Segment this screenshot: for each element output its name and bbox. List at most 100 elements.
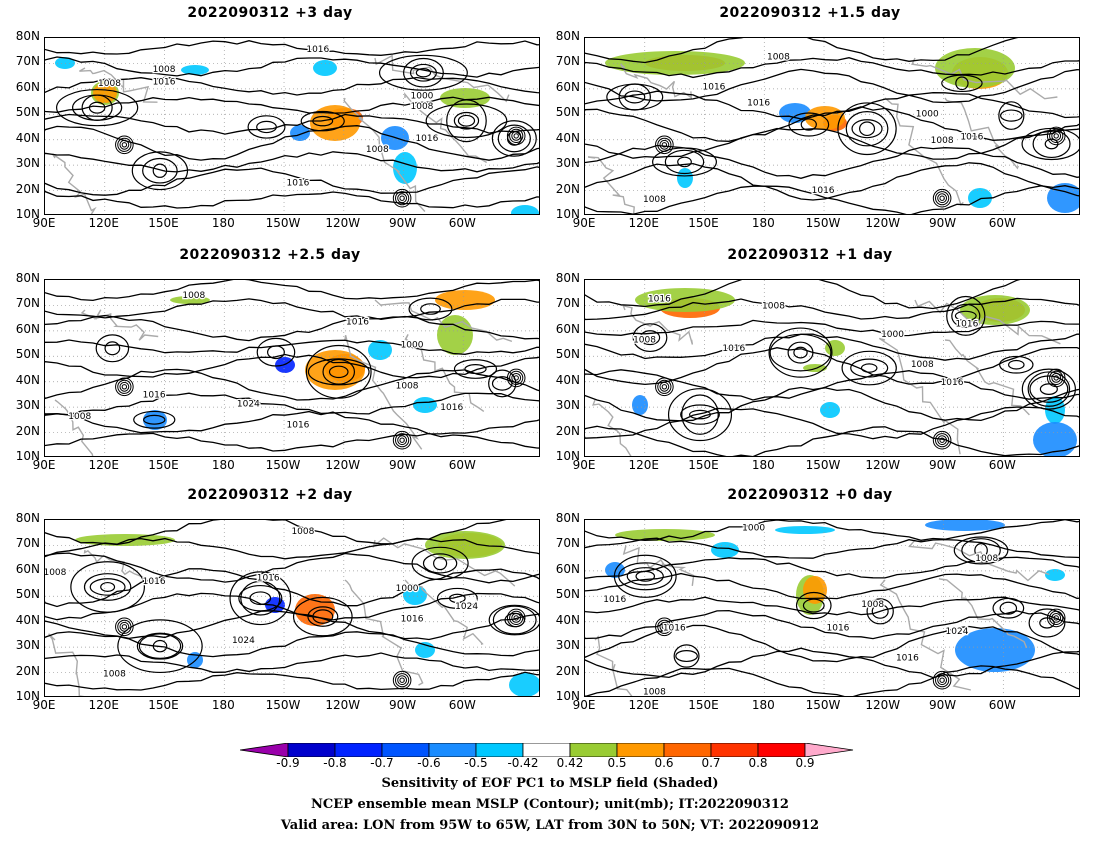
pressure-contour-ring xyxy=(667,388,733,442)
low-center-ring xyxy=(1046,126,1066,146)
pressure-contour-ring xyxy=(681,394,719,435)
lon-tick-label: 90E xyxy=(32,458,56,472)
isobar-contour xyxy=(585,537,1079,559)
isobar-contour xyxy=(585,369,1079,401)
coastline xyxy=(344,335,423,450)
lat-tick-label: 80N xyxy=(15,511,40,525)
low-center-ring xyxy=(399,677,405,683)
pressure-contour-ring xyxy=(800,118,817,131)
sensitivity-shade xyxy=(803,576,827,604)
pressure-contour-ring xyxy=(851,119,883,139)
isobar-contour xyxy=(585,319,1079,337)
pressure-contour-ring xyxy=(618,562,673,591)
colorbar: -0.9 -0.8 -0.7 -0.6 -0.5 -0.42 0.42 0.5 0.6 0.7 0.… xyxy=(239,742,860,780)
isobar-contour xyxy=(585,665,1079,696)
pressure-contour-ring xyxy=(961,538,1001,563)
isobar-contour xyxy=(45,96,539,114)
contour-label: 1016 xyxy=(812,186,835,196)
low-center-ring xyxy=(1046,368,1066,388)
pressure-contour-ring xyxy=(464,364,487,375)
low-center-ring xyxy=(937,675,948,686)
lat-tick-label: 50N xyxy=(15,105,40,120)
pressure-contour-ring xyxy=(305,344,372,399)
lat-tick-label: 20N xyxy=(15,181,40,196)
pressure-contour-ring xyxy=(677,156,692,168)
lat-tick-label: 20N xyxy=(15,663,40,678)
contour-label: 1016 xyxy=(306,45,329,55)
lat-tick-label: 50N xyxy=(555,347,580,362)
colorbar-tick-label: -0.5 xyxy=(464,756,488,770)
pressure-contour-ring xyxy=(998,101,1025,130)
contour-label: 1000 xyxy=(396,584,419,594)
lon-tick-label: 150E xyxy=(688,698,719,712)
lon-tick-label: 150W xyxy=(265,216,301,230)
contour-label: 1008 xyxy=(911,360,934,370)
lat-tick-label: 60N xyxy=(555,79,580,94)
sensitivity-shade xyxy=(711,542,739,558)
low-center-ring xyxy=(1051,613,1062,623)
lon-tick-label: 90W xyxy=(928,216,957,230)
pressure-contour-ring xyxy=(72,94,123,121)
low-center-ring xyxy=(657,619,672,634)
isobar-contour xyxy=(45,56,539,78)
isobar-contour xyxy=(45,166,539,196)
pressure-contour-ring xyxy=(267,345,285,360)
low-center-ring xyxy=(939,437,945,443)
contour-label: 1008 xyxy=(153,65,176,75)
pressure-contour-ring xyxy=(247,115,286,139)
isobar-contour xyxy=(585,333,1079,361)
low-center-ring xyxy=(392,670,412,690)
pressure-contour-ring xyxy=(422,553,458,574)
sensitivity-shade xyxy=(1033,422,1077,456)
colorbar-segment xyxy=(757,742,806,758)
contour-label: 1024 xyxy=(455,602,478,612)
isobar-contour xyxy=(585,297,1079,321)
contour-label: 1008 xyxy=(411,102,434,112)
colorbar-segment xyxy=(381,742,430,758)
lon-tick-label: 180 xyxy=(211,458,235,472)
lat-tick-label: 50N xyxy=(15,347,40,362)
pressure-contour-ring xyxy=(142,157,178,184)
lon-tick-label: 120E xyxy=(628,698,660,712)
lat-tick-label: 80N xyxy=(15,271,40,285)
low-center-ring xyxy=(119,381,130,392)
lat-tick-label: 10N xyxy=(555,207,580,221)
pressure-contour-ring xyxy=(307,606,339,627)
lon-tick-label: 150E xyxy=(688,216,719,230)
pressure-contour-ring xyxy=(860,363,878,373)
sensitivity-shade xyxy=(393,152,417,184)
pressure-contour-ring xyxy=(946,295,986,336)
isobar-contour xyxy=(45,410,539,435)
lon-tick-label: 150W xyxy=(805,458,841,472)
pressure-contour-ring xyxy=(497,124,531,153)
contour-label: 1008 xyxy=(98,79,121,89)
lat-tick-label: 10N xyxy=(555,689,580,703)
pressure-contour-ring xyxy=(433,556,448,571)
pressure-contour-ring xyxy=(999,355,1034,374)
isobar-contour xyxy=(45,537,539,560)
pressure-contour-ring xyxy=(56,88,139,127)
map-plot: 1016 1008 1008 1016 1000 1016 1008 1016 xyxy=(584,279,1080,457)
isobar-contour xyxy=(45,190,539,209)
colorbar-tick-label: 0.8 xyxy=(748,756,768,770)
contour-label: 1016 xyxy=(663,623,686,633)
isobar-contour xyxy=(585,572,1079,600)
pressure-contour-ring xyxy=(613,554,677,598)
pressure-contour-ring xyxy=(954,310,977,322)
isobar-contour xyxy=(585,144,1079,179)
map-svg: 1008 1016 1000 1008 1016 1024 1016 1008 1016 xyxy=(45,280,539,456)
pressure-contour-ring xyxy=(378,54,468,91)
isobar-contour xyxy=(45,280,539,302)
pressure-contour-ring xyxy=(624,90,646,104)
contour-label: 1016 xyxy=(415,134,438,144)
lon-tick-label: 120E xyxy=(628,216,660,230)
lon-tick-label: 150E xyxy=(148,698,179,712)
isobar-contour xyxy=(585,596,1079,616)
pressure-contour-ring xyxy=(652,147,717,177)
sensitivity-shade xyxy=(968,188,992,208)
sensitivity-shade xyxy=(511,205,539,214)
pressure-contour-ring xyxy=(312,609,334,624)
isobar-contour xyxy=(45,392,539,416)
sensitivity-shade xyxy=(1045,569,1065,581)
isobar-contour xyxy=(45,552,539,584)
